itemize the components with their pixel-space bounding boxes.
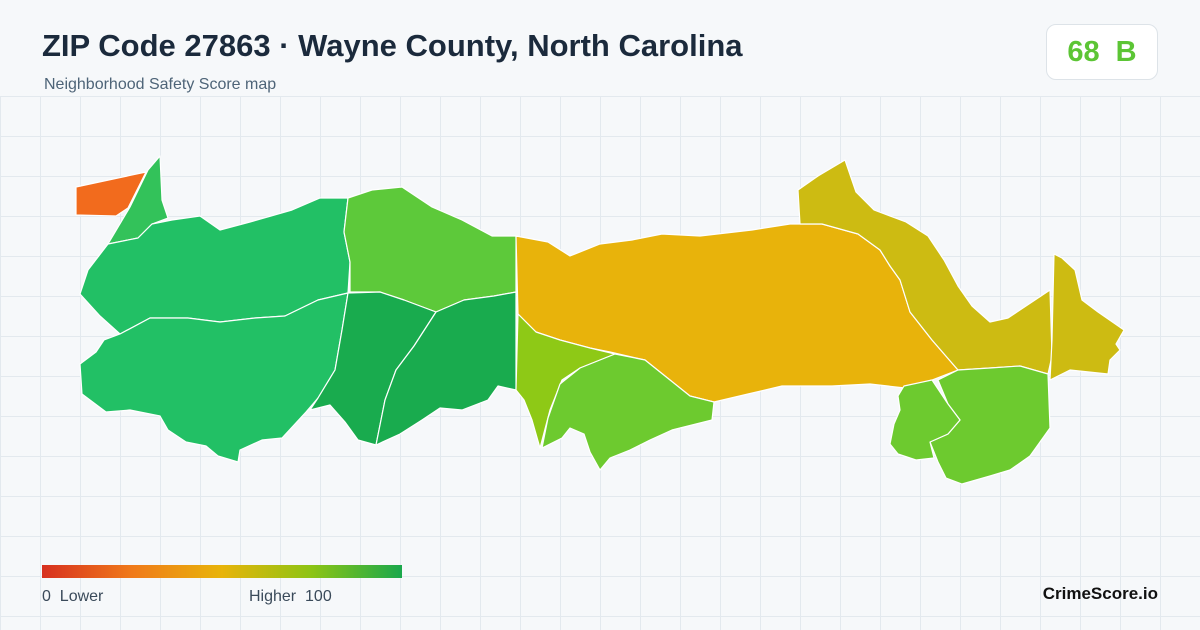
region-west-north[interactable] [79,197,351,335]
region-south-lime[interactable] [515,313,616,449]
score-value: 68 [1067,35,1100,68]
legend-lower-text: Lower [59,588,104,605]
region-center-south[interactable] [309,291,437,446]
legend-high-label: Higher 100 [249,588,332,606]
legend-max-value: 100 [305,588,332,605]
legend-higher-text: Higher [249,588,297,605]
region-nw-orange[interactable] [75,171,147,217]
brand-logo-text[interactable]: CrimeScore.io [1042,584,1158,603]
legend-min-value: 0 [42,588,51,605]
page-title: ZIP Code 27863 · Wayne County, North Car… [42,28,743,63]
legend-color-scale [42,565,402,578]
region-south-mid[interactable] [541,353,715,471]
region-far-east[interactable] [1049,253,1125,381]
page-subtitle: Neighborhood Safety Score map [44,76,277,93]
region-east-olive[interactable] [797,159,1053,375]
region-center-east[interactable] [375,291,517,446]
legend-low-label: 0 Lower [42,588,103,606]
safety-score-badge: 68 B [1046,24,1158,80]
region-west-south[interactable] [79,292,349,463]
score-grade: B [1115,35,1137,68]
region-east-small[interactable] [889,379,961,461]
